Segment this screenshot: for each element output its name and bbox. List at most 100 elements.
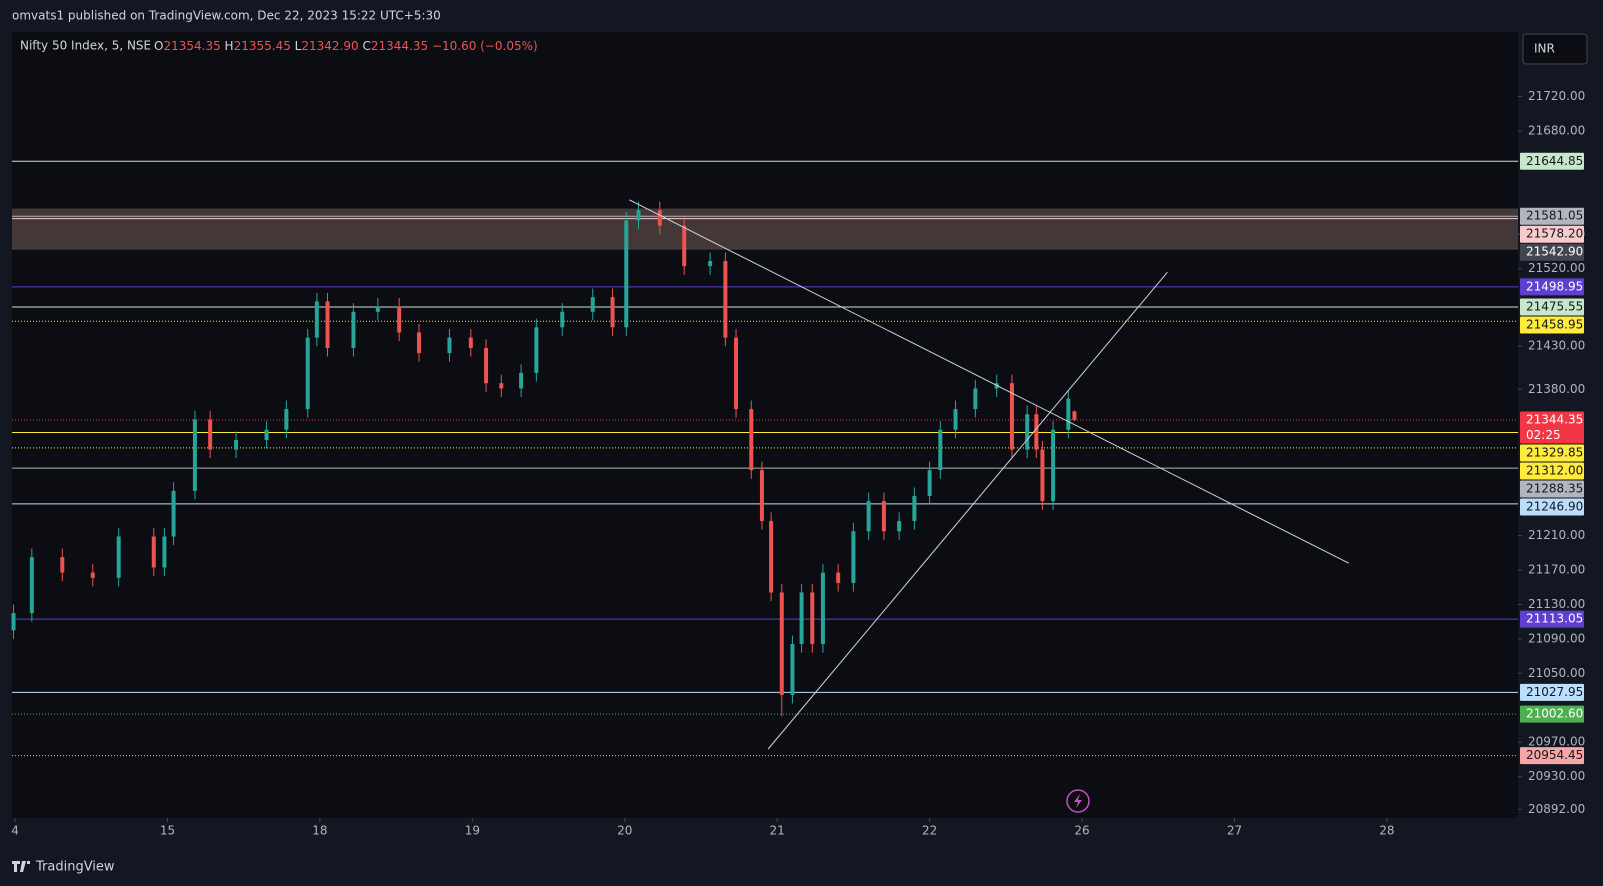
price-badge — [1520, 747, 1584, 765]
price-badge-label: 21312.00 — [1526, 463, 1583, 477]
y-tick-label: 21090.00 — [1528, 631, 1585, 645]
price-badge — [1520, 462, 1584, 480]
price-badge — [1520, 705, 1584, 723]
price-badge — [1520, 225, 1584, 243]
candle-body — [866, 501, 871, 532]
candle-body — [1040, 449, 1045, 502]
price-badge-label: 21329.85 — [1526, 445, 1583, 459]
legend-value: 21342.90 — [301, 39, 358, 53]
candle-body — [314, 301, 319, 338]
candle-body — [1072, 411, 1077, 420]
price-badge-label: 21246.90 — [1526, 499, 1583, 513]
levels-layer — [12, 160, 1518, 757]
y-tick-label: 21520.00 — [1528, 261, 1585, 275]
price-badge-label: 21002.60 — [1526, 707, 1583, 721]
y-tick-label: 21050.00 — [1528, 666, 1585, 680]
price-badge-label: 21581.05 — [1526, 209, 1583, 223]
ohlc-legend: O21354.35 H21355.45 L21342.90 C21344.35 … — [154, 39, 538, 53]
candle-body — [416, 332, 421, 354]
y-tick-label: 21720.00 — [1528, 89, 1585, 103]
price-badge — [1520, 152, 1584, 170]
candle-body — [29, 557, 34, 614]
legend-key: L — [295, 39, 302, 53]
candle-body — [519, 372, 524, 389]
x-tick-label: 4 — [11, 824, 19, 838]
candle-body — [810, 592, 815, 645]
x-tick-label: 21 — [770, 824, 785, 838]
trend-line — [629, 199, 1350, 564]
candle-body — [192, 419, 197, 491]
axis-layer: 21720.0021680.0021560.0021520.0021430.00… — [11, 89, 1585, 837]
price-badge — [1520, 683, 1584, 701]
currency-button[interactable] — [1522, 33, 1588, 65]
candle-body — [447, 337, 452, 354]
legend-key: C — [362, 39, 370, 53]
candle-body — [657, 210, 662, 226]
price-badge-label: 21027.95 — [1526, 685, 1583, 699]
legend-change: −10.60 (−0.05%) — [432, 39, 538, 53]
price-badge-label: 21288.35 — [1526, 481, 1583, 495]
legend-key: O — [154, 39, 163, 53]
candle-body — [938, 429, 943, 471]
price-badge — [1520, 278, 1584, 296]
price-badge — [1520, 498, 1584, 516]
candle-body — [723, 260, 728, 338]
price-zone — [12, 208, 1518, 250]
candle-body — [534, 327, 539, 373]
candle-body — [1034, 414, 1039, 450]
footer-logo: TradingView — [12, 860, 115, 875]
candle-body — [351, 311, 356, 348]
candle-body — [1051, 429, 1056, 502]
legend-value: 21344.35 — [371, 39, 428, 53]
candle-body — [708, 260, 713, 267]
candle-body — [397, 306, 402, 333]
legend-key: H — [225, 39, 234, 53]
x-tick-label: 18 — [312, 824, 327, 838]
price-badge-label: 21578.20 — [1526, 227, 1583, 241]
candle-body — [973, 388, 978, 410]
price-badge — [1520, 243, 1584, 261]
x-tick-label: 26 — [1074, 824, 1089, 838]
x-tick-label: 19 — [465, 824, 480, 838]
candle-body — [468, 337, 473, 348]
symbol-title: Nifty 50 Index, 5, NSE — [20, 39, 151, 53]
legend-value: 21355.45 — [234, 39, 291, 53]
candle-body — [636, 210, 641, 221]
legend: Nifty 50 Index, 5, NSE O21354.35 H21355.… — [20, 39, 538, 53]
alert-icon[interactable] — [1066, 789, 1090, 813]
candle-body — [759, 470, 764, 521]
price-badge-label: 21344.35 — [1526, 412, 1583, 426]
price-badge-label: 21113.05 — [1526, 612, 1583, 626]
candle-body — [1025, 414, 1030, 450]
candle-body — [162, 536, 167, 568]
y-tick-label: 21680.00 — [1528, 124, 1585, 138]
candle-body — [912, 496, 917, 521]
candle-body — [734, 337, 739, 410]
published-note: omvats1 published on TradingView.com, De… — [12, 9, 441, 23]
countdown-label: 02:25 — [1526, 428, 1561, 442]
y-tick-label: 21430.00 — [1528, 339, 1585, 353]
price-badge-label: 21542.90 — [1526, 245, 1583, 259]
currency-label[interactable]: INR — [1534, 42, 1555, 56]
candle-body — [836, 572, 841, 583]
candle-body — [116, 536, 121, 578]
candle-body — [610, 297, 615, 328]
x-tick-label: 22 — [922, 824, 937, 838]
plot-area — [12, 32, 1518, 818]
brand-name: TradingView — [35, 860, 115, 875]
y-tick-label: 20970.00 — [1528, 735, 1585, 749]
candle-body — [11, 613, 16, 631]
candle-body — [264, 429, 269, 441]
y-tick-label: 20930.00 — [1528, 769, 1585, 783]
y-tick-label: 21170.00 — [1528, 563, 1585, 577]
candle-body — [851, 531, 856, 583]
price-badge — [1520, 316, 1584, 334]
y-tick-label: 20892.00 — [1528, 802, 1585, 816]
alert-bolt — [1074, 794, 1082, 808]
candle-body — [1066, 398, 1071, 430]
candle-body — [499, 383, 504, 389]
candle-body — [624, 220, 629, 328]
price-badge-label: 21644.85 — [1526, 154, 1583, 168]
logo-mark — [12, 861, 30, 872]
